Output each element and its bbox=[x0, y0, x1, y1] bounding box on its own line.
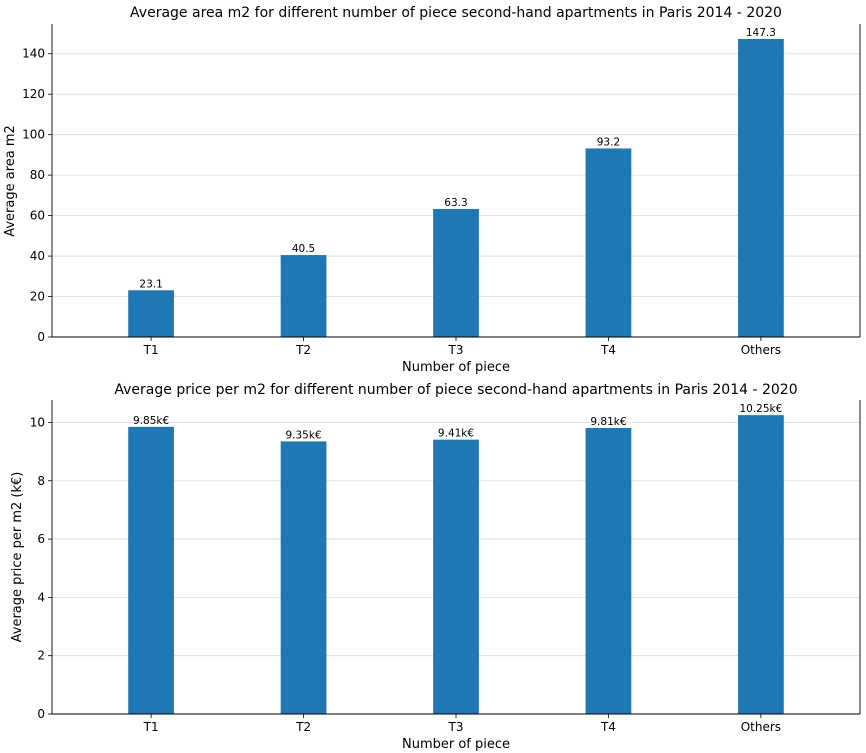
area-chart-x-tick-label: T4 bbox=[600, 343, 616, 357]
area-chart-x-tick-label: Others bbox=[741, 343, 781, 357]
area-chart-x-tick-label: T1 bbox=[143, 343, 159, 357]
area-chart-data-label: 63.3 bbox=[444, 197, 467, 209]
area-chart-bar-t4 bbox=[585, 148, 632, 337]
price-chart-y-tick-label: 10 bbox=[30, 415, 45, 429]
price-chart-x-ticks: T1 T2 T3 T4 Others bbox=[143, 714, 781, 734]
price-chart-bar-t3 bbox=[433, 439, 479, 714]
price-chart-y-tick-label: 6 bbox=[37, 532, 45, 546]
area-chart-bar-t1 bbox=[128, 290, 174, 337]
price-chart-x-axis-label: Number of piece bbox=[402, 737, 510, 752]
price-chart-x-tick-label: T4 bbox=[600, 720, 616, 734]
area-chart-bar-t2 bbox=[280, 255, 327, 337]
area-chart-x-tick-label: T2 bbox=[295, 343, 311, 357]
area-chart-axes bbox=[51, 24, 861, 338]
area-chart-y-tick-label: 40 bbox=[30, 249, 45, 263]
area-chart-data-label: 23.1 bbox=[139, 278, 162, 290]
area-chart-y-tick-label: 140 bbox=[22, 47, 45, 61]
area-chart-y-tick-label: 0 bbox=[37, 330, 45, 344]
area-chart-data-labels: 23.1 40.5 63.3 93.2 147.3 bbox=[139, 27, 776, 290]
area-chart-data-label: 147.3 bbox=[746, 27, 776, 39]
price-chart-x-tick-label: T1 bbox=[143, 720, 159, 734]
area-chart-x-ticks: T1 T2 T3 T4 Others bbox=[143, 337, 781, 357]
price-chart-data-label: 9.85k€ bbox=[133, 415, 169, 427]
price-chart-axes bbox=[51, 400, 861, 715]
price-chart-bar-others bbox=[738, 415, 784, 714]
area-chart: Average area m2 for different number of … bbox=[3, 5, 861, 375]
price-chart-data-labels: 9.85k€ 9.35k€ 9.41k€ 9.81k€ 10.25k€ bbox=[133, 403, 782, 441]
price-chart-y-tick-label: 8 bbox=[37, 474, 45, 488]
area-chart-y-axis-label: Average area m2 bbox=[3, 125, 18, 237]
price-chart-y-tick-label: 4 bbox=[37, 590, 45, 604]
price-chart-title: Average price per m2 for different numbe… bbox=[114, 382, 797, 398]
price-chart-y-tick-label: 0 bbox=[37, 707, 45, 721]
price-chart-x-tick-label: Others bbox=[741, 720, 781, 734]
area-chart-data-label: 93.2 bbox=[597, 136, 620, 148]
area-chart-bar-t3 bbox=[433, 208, 479, 337]
area-chart-y-tick-label: 20 bbox=[30, 290, 45, 304]
area-chart-bar-others bbox=[738, 38, 784, 338]
price-chart-data-label: 9.41k€ bbox=[438, 428, 474, 440]
price-chart-y-tick-label: 2 bbox=[37, 649, 45, 663]
price-chart-y-axis-label: Average price per m2 (k€) bbox=[10, 472, 25, 643]
area-chart-y-tick-label: 60 bbox=[30, 209, 45, 223]
price-chart-y-ticks: 0 2 4 6 8 10 bbox=[30, 415, 52, 721]
area-chart-x-axis-label: Number of piece bbox=[402, 360, 510, 375]
price-chart-data-label: 10.25k€ bbox=[739, 403, 782, 415]
area-chart-data-label: 40.5 bbox=[292, 243, 315, 255]
price-chart-data-label: 9.81k€ bbox=[590, 416, 626, 428]
area-chart-y-tick-label: 120 bbox=[22, 87, 45, 101]
price-chart-bar-t2 bbox=[280, 441, 327, 714]
price-chart-x-tick-label: T3 bbox=[448, 720, 464, 734]
price-chart-bar-t1 bbox=[128, 426, 174, 714]
area-chart-bars bbox=[128, 38, 784, 338]
area-chart-title: Average area m2 for different number of … bbox=[130, 5, 782, 21]
price-chart-data-label: 9.35k€ bbox=[285, 429, 321, 441]
area-chart-x-tick-label: T3 bbox=[448, 343, 464, 357]
area-chart-y-tick-label: 100 bbox=[22, 128, 45, 142]
price-chart-bar-t4 bbox=[585, 427, 632, 714]
price-chart-x-tick-label: T2 bbox=[295, 720, 311, 734]
price-chart-bars bbox=[128, 415, 784, 714]
area-chart-y-tick-label: 80 bbox=[30, 168, 45, 182]
price-chart: Average price per m2 for different numbe… bbox=[10, 382, 861, 752]
area-chart-y-ticks: 0 20 40 60 80 100 120 140 bbox=[22, 47, 52, 344]
